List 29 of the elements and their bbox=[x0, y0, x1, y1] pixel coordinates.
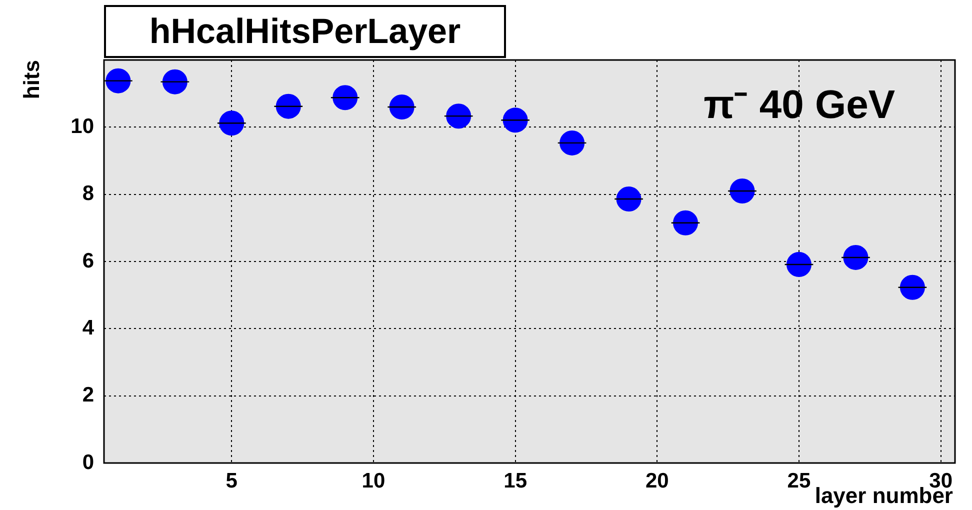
point bbox=[616, 186, 642, 212]
y-tick-label: 4 bbox=[82, 316, 94, 340]
annotation: π⁻ 40 GeV bbox=[704, 83, 896, 127]
y-tick-label: 0 bbox=[82, 450, 94, 474]
x-tick-label: 5 bbox=[226, 469, 238, 492]
y-tick-label: 10 bbox=[70, 114, 94, 138]
y-tick-label: 2 bbox=[82, 384, 94, 407]
x-tick-label: 15 bbox=[504, 469, 528, 492]
point bbox=[502, 108, 528, 133]
point bbox=[900, 274, 925, 300]
point bbox=[446, 104, 472, 129]
y-tick-label: 6 bbox=[82, 249, 94, 272]
x-tick-label: 10 bbox=[362, 469, 386, 492]
x-tick-label: 20 bbox=[645, 469, 669, 492]
point bbox=[106, 68, 131, 94]
point bbox=[786, 252, 812, 278]
point bbox=[843, 244, 868, 270]
point bbox=[332, 85, 358, 110]
chart-title: hHcalHitsPerLayer bbox=[104, 5, 506, 58]
point bbox=[162, 69, 188, 94]
point bbox=[560, 130, 585, 156]
point bbox=[673, 210, 698, 236]
x-tick-label: 25 bbox=[787, 469, 811, 492]
y-tick-label: 8 bbox=[82, 182, 94, 206]
point bbox=[389, 94, 414, 120]
point bbox=[276, 94, 301, 119]
point bbox=[219, 110, 244, 136]
point bbox=[730, 178, 755, 204]
y-axis-title: hits bbox=[19, 60, 44, 100]
